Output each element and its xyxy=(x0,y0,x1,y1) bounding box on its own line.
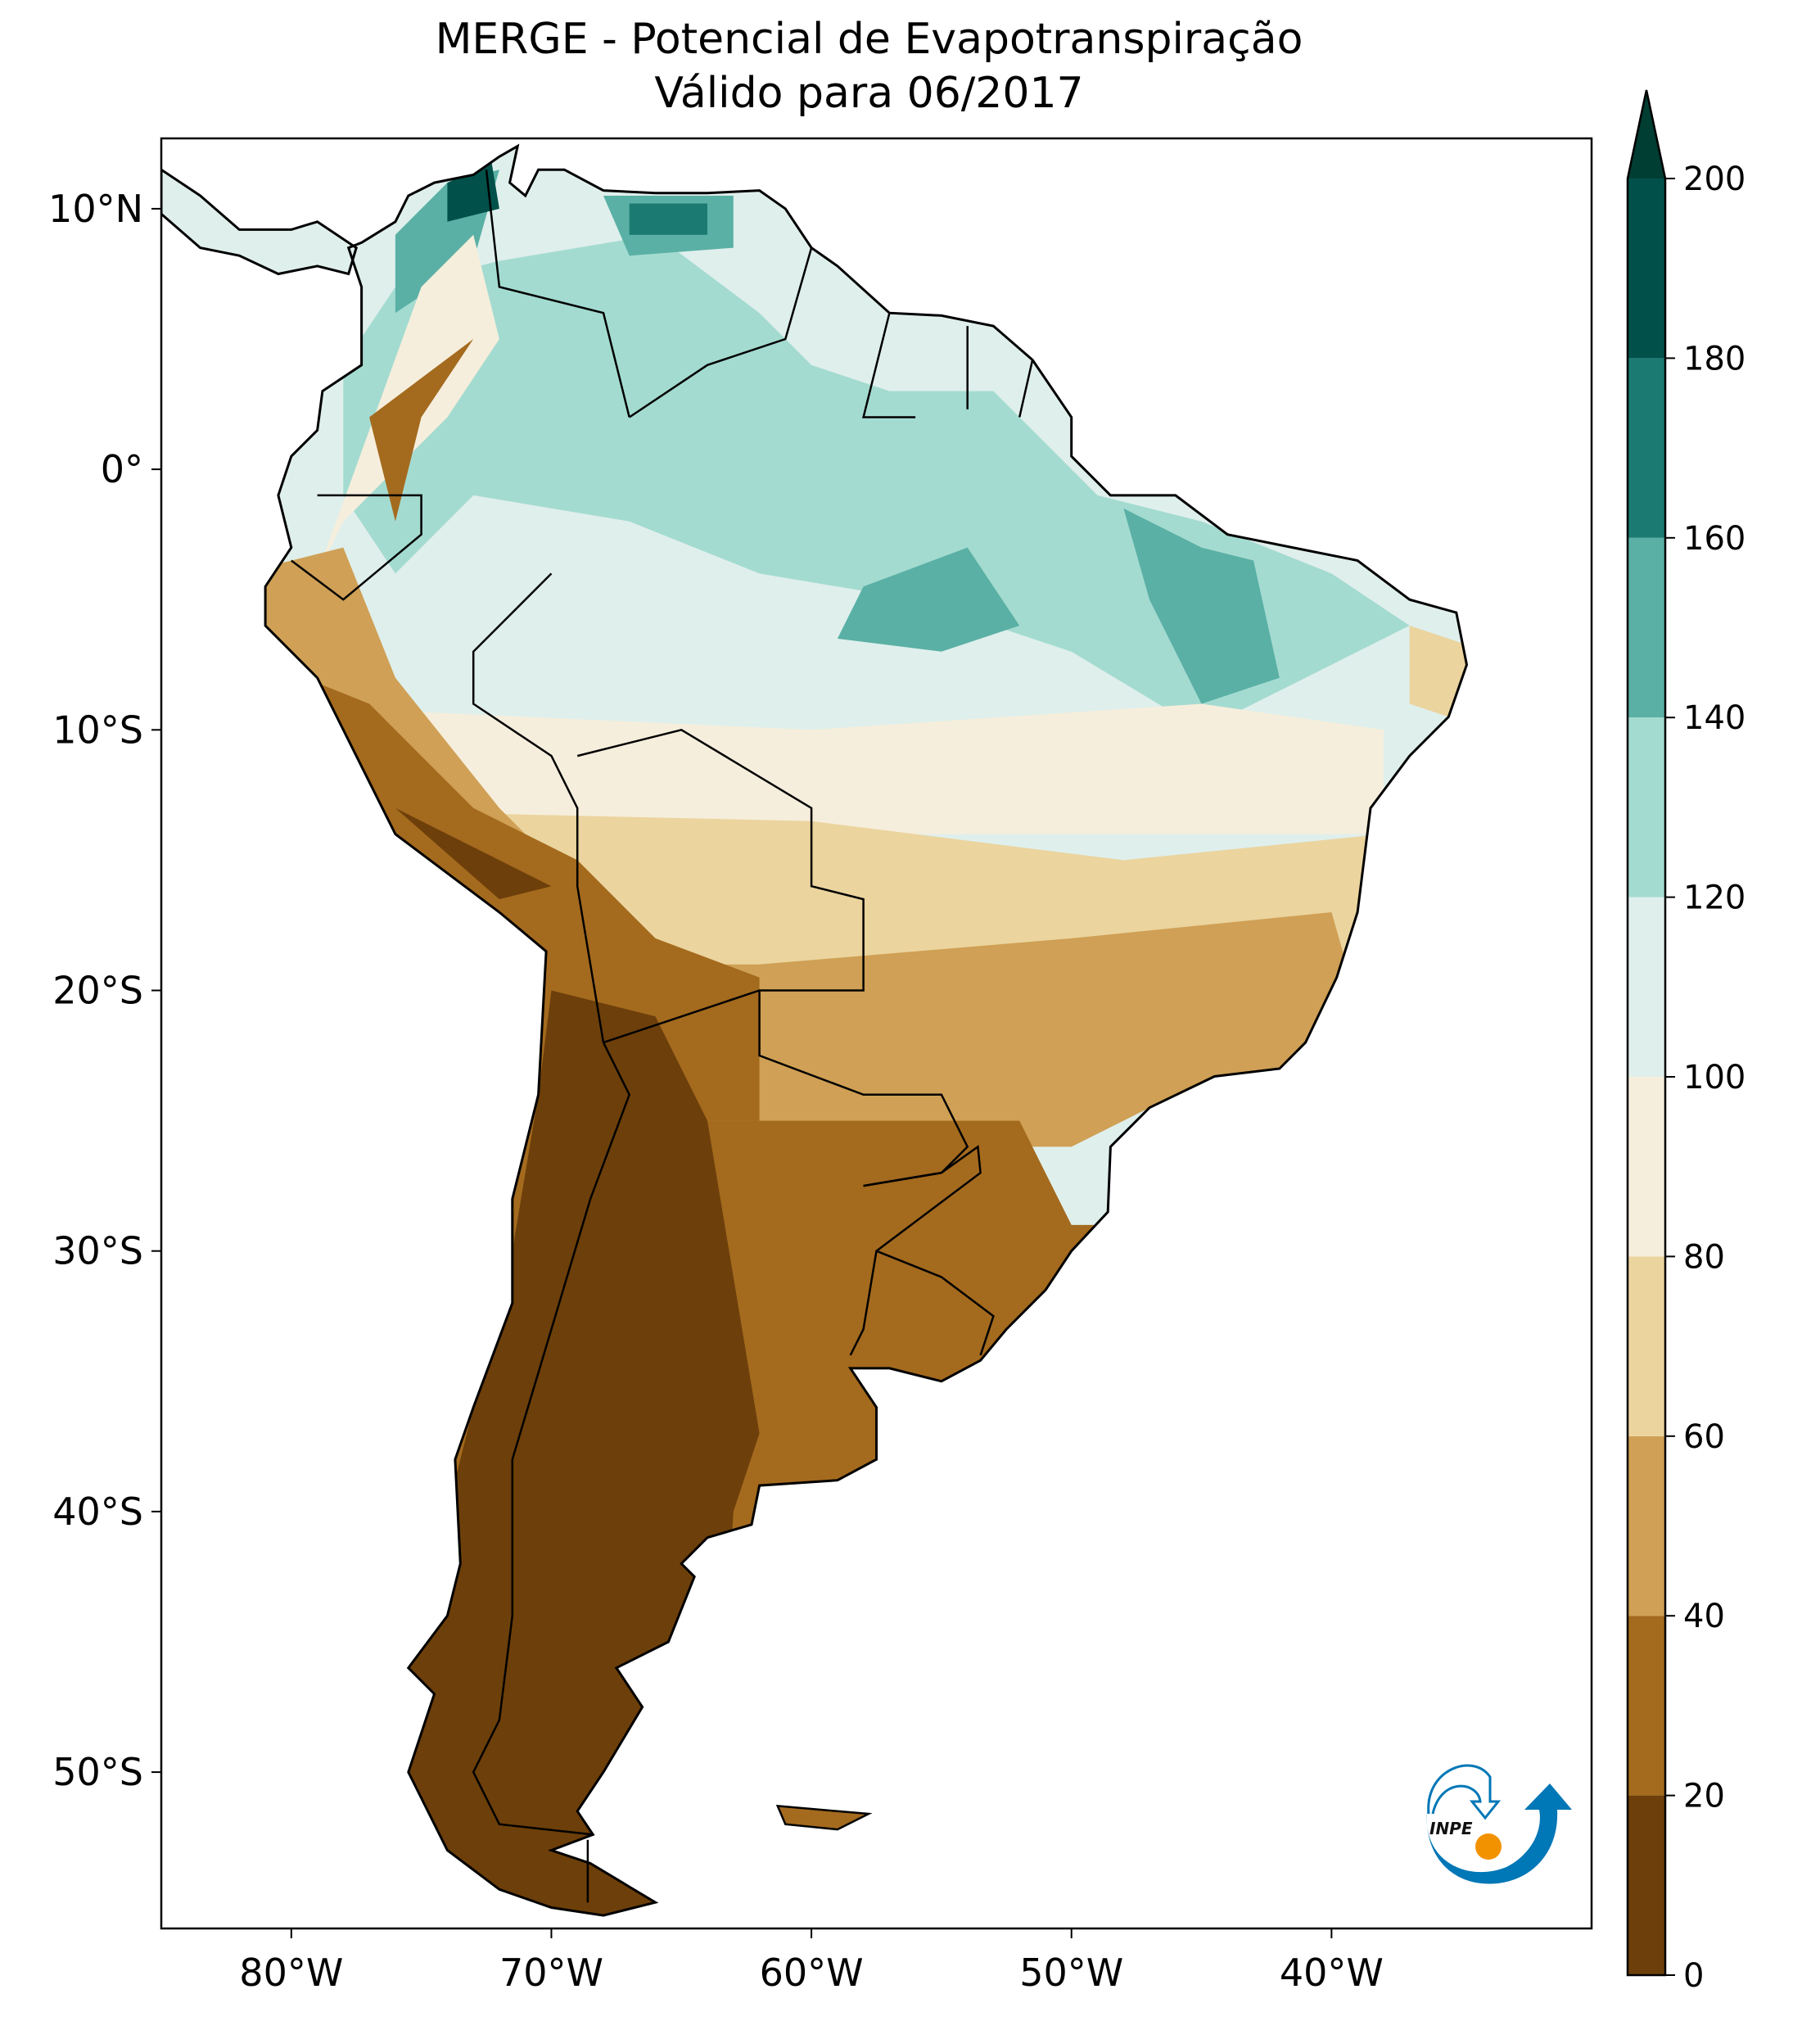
logo-sun xyxy=(1475,1833,1502,1860)
zone-120-140 xyxy=(343,234,1410,730)
falkland-islands xyxy=(775,1804,873,1831)
logo-arrow-outline xyxy=(1427,1764,1502,1820)
colorbar-tick-label: 160 xyxy=(1683,520,1745,558)
country-border xyxy=(849,1145,982,1356)
colorbar-tick-label: 200 xyxy=(1683,161,1745,198)
x-tick-label: 70°W xyxy=(499,1951,603,1995)
axis-ticks: 80°W 70°W 60°W 50°W 40°W 10°N 0° 10°S 20°S 30°S 40… xyxy=(48,187,1384,1995)
x-tick-label: 80°W xyxy=(239,1951,343,1995)
colorbar-tick-label: 140 xyxy=(1683,699,1745,737)
title-line-1: MERGE - Potencial de Evapotranspiração xyxy=(435,15,1303,64)
colorbar-segment xyxy=(1628,179,1665,359)
x-tick-label: 60°W xyxy=(760,1951,864,1995)
zone-160-180 xyxy=(629,203,707,235)
colorbar-tick-label: 180 xyxy=(1683,340,1745,378)
title-line-2: Válido para 06/2017 xyxy=(654,69,1084,118)
y-tick-label: 20°S xyxy=(52,968,143,1012)
country-border xyxy=(1018,359,1034,418)
country-border xyxy=(861,312,916,418)
colorbar-segment xyxy=(1628,1077,1665,1257)
x-tick-label: 40°W xyxy=(1280,1951,1384,1995)
country-border xyxy=(876,1250,995,1356)
logo-text: INPE xyxy=(1429,1819,1473,1838)
zone-140-160 xyxy=(837,547,1020,652)
logo-swoosh xyxy=(1426,1784,1572,1884)
colorbar: 0 20 40 60 80 100 120 140 160 180 200 xyxy=(1626,89,1745,1995)
colorbar-tick-label: 80 xyxy=(1683,1238,1725,1276)
zone-20-40 xyxy=(369,339,474,522)
colorbar-segment xyxy=(1628,1256,1665,1436)
y-tick-label: 40°S xyxy=(52,1490,143,1534)
colorbar-segment xyxy=(1628,537,1665,718)
country-border xyxy=(576,728,865,1044)
zone-0-20 xyxy=(395,807,552,900)
y-tick-label: 50°S xyxy=(52,1750,143,1794)
country-border xyxy=(629,247,813,418)
zone-80-100 xyxy=(239,703,1384,834)
colorbar-tick-label: 60 xyxy=(1683,1418,1725,1456)
zone-60-80 xyxy=(1409,626,1467,730)
country-border xyxy=(472,1042,631,1836)
colorbar-tick-label: 20 xyxy=(1683,1778,1725,1815)
evapotranspiration-field xyxy=(161,143,1469,1917)
colorbar-outline xyxy=(1626,89,1667,1977)
y-tick-label: 0° xyxy=(101,447,143,491)
colorbar-extend-arrow xyxy=(1628,90,1665,179)
colorbar-tick-label: 40 xyxy=(1683,1598,1725,1635)
colorbar-segment xyxy=(1628,1795,1665,1975)
y-tick-label: 10°S xyxy=(52,708,143,752)
y-tick-label: 10°N xyxy=(48,187,143,231)
inpe-logo: INPE xyxy=(1426,1764,1572,1884)
colorbar-segment xyxy=(1628,897,1665,1077)
y-tick-label: 30°S xyxy=(52,1229,143,1273)
colorbar-segment xyxy=(1628,717,1665,897)
country-border xyxy=(485,170,630,418)
colorbar-segment xyxy=(1628,358,1665,538)
zone-0-20 xyxy=(343,990,760,1916)
colorbar-segment xyxy=(1628,1435,1665,1616)
colorbar-tick-label: 100 xyxy=(1683,1059,1745,1096)
country-border xyxy=(291,494,422,601)
colorbar-tick-label: 120 xyxy=(1683,879,1745,917)
x-tick-label: 50°W xyxy=(1019,1951,1123,1995)
colorbar-tick-label: 0 xyxy=(1683,1957,1704,1995)
map-frame xyxy=(160,137,1593,1930)
zone-140-160 xyxy=(1123,508,1280,704)
country-border xyxy=(472,572,605,1043)
colorbar-segment xyxy=(1628,1616,1665,1796)
